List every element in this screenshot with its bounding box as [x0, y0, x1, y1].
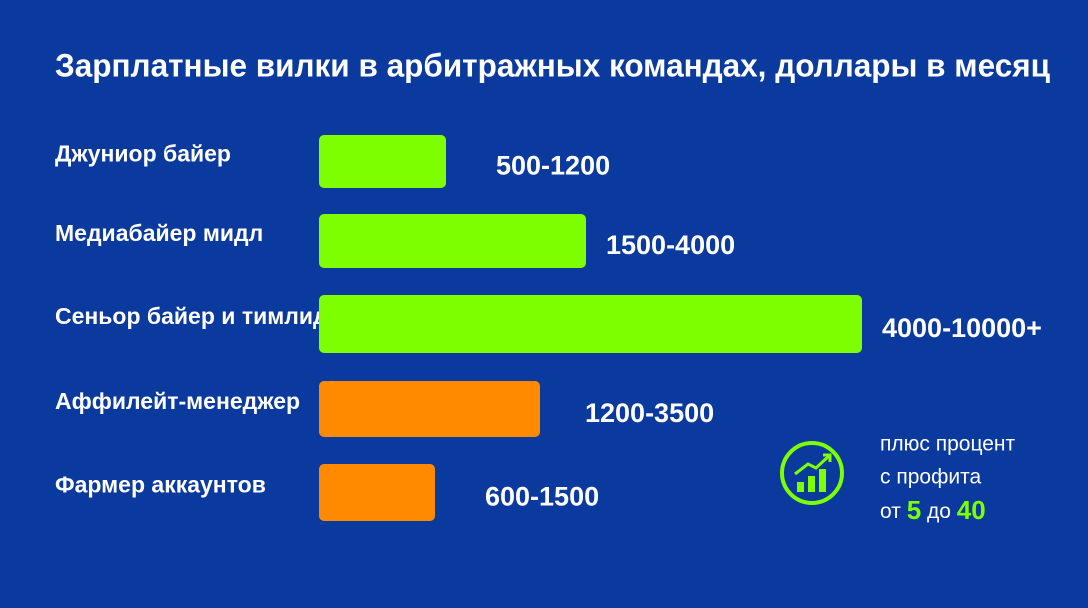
category-label: Фармер аккаунтов	[55, 472, 266, 498]
bar	[319, 135, 446, 188]
note-line: от 5 до 40	[880, 495, 986, 525]
value-label: 1200-3500	[585, 398, 714, 428]
value-label: 500-1200	[496, 151, 610, 181]
bar	[319, 214, 586, 268]
value-label: 1500-4000	[606, 230, 735, 260]
value-label: 4000-10000+	[882, 313, 1042, 343]
bar	[319, 295, 862, 353]
note-number: 40	[957, 495, 986, 525]
bar	[319, 464, 435, 521]
note-word: от	[880, 500, 901, 523]
category-label: Сеньор байер и тимлид	[55, 303, 328, 329]
note-word: до	[927, 500, 951, 523]
note-number: 5	[907, 495, 921, 525]
badge-icon	[780, 441, 844, 505]
value-label: 600-1500	[485, 482, 599, 512]
chart-title: Зарплатные вилки в арбитражных командах,…	[55, 47, 1050, 83]
note-line: с профита	[880, 466, 981, 489]
category-label: Аффилейт-менеджер	[55, 388, 300, 414]
category-label: Медиабайер мидл	[55, 220, 263, 246]
category-label: Джуниор байер	[55, 141, 231, 167]
note-line: плюс процент	[880, 433, 1016, 456]
bar	[319, 381, 540, 437]
